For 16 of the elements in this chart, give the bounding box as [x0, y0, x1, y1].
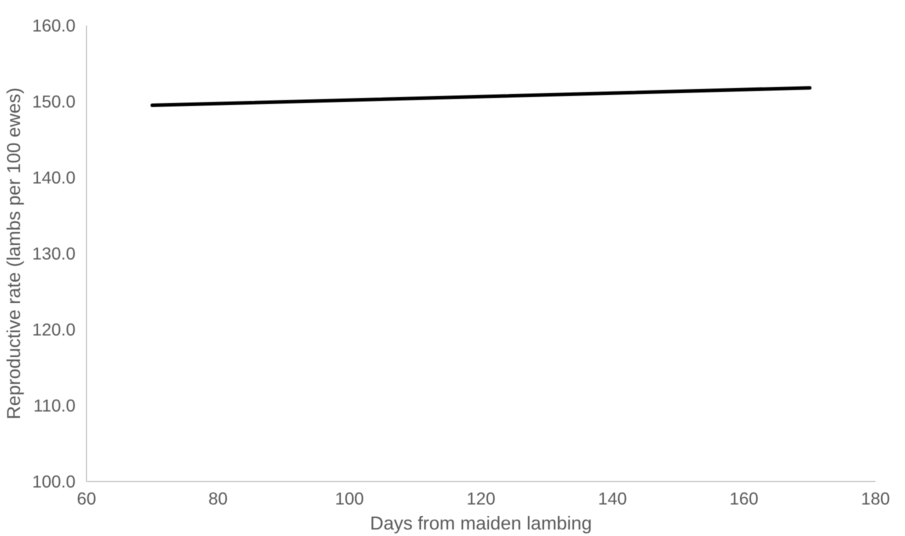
x-tick-label: 100 — [335, 488, 364, 508]
x-tick-label: 140 — [598, 488, 627, 508]
y-tick-label: 150.0 — [32, 92, 76, 112]
y-tick-label: 160.0 — [32, 16, 76, 36]
y-tick-label: 110.0 — [33, 396, 76, 416]
x-axis-title: Days from maiden lambing — [370, 512, 592, 534]
y-tick-label: 100.0 — [32, 472, 76, 492]
x-tick-label: 120 — [466, 488, 496, 508]
x-tick-label: 160 — [730, 488, 758, 508]
y-tick-label: 140.0 — [32, 168, 76, 188]
x-tick-label: 180 — [861, 488, 890, 508]
x-tick-label: 80 — [208, 488, 228, 508]
x-tick-label: 60 — [76, 488, 96, 508]
y-tick-label: 120.0 — [32, 320, 76, 340]
y-tick-label: 130.0 — [32, 244, 76, 264]
y-axis-title: Reproductive rate (lambs per 100 ewes) — [3, 88, 24, 420]
